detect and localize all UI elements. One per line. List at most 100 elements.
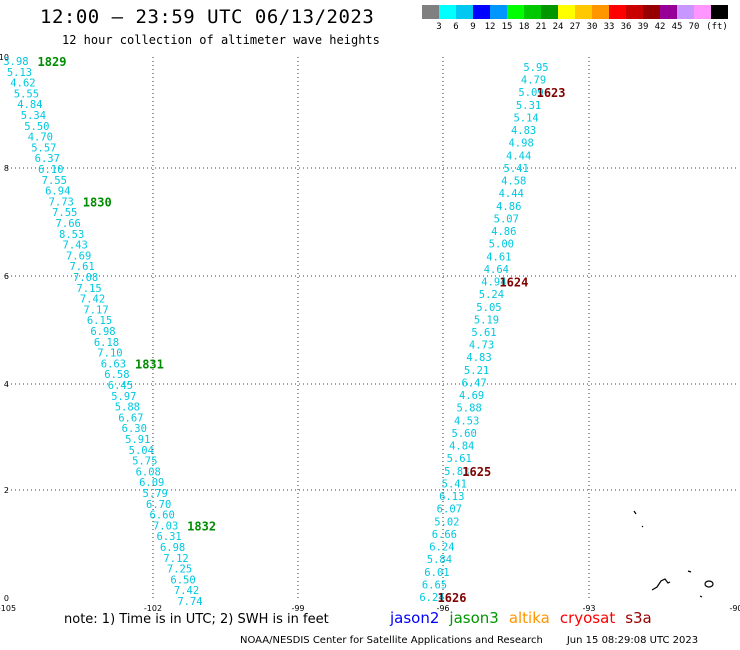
wave-height-value: 4.53 [454, 415, 479, 427]
legend-swatch [422, 5, 439, 19]
wave-height-value: 6.60 [150, 510, 175, 522]
wave-height-value: 7.66 [56, 218, 81, 230]
wave-height-value: 4.70 [28, 132, 53, 144]
legend-label: 36 [620, 22, 632, 32]
wave-height-value: 4.84 [449, 441, 474, 453]
y-tick-label: 10 [0, 53, 9, 62]
wave-height-value: 5.50 [24, 121, 49, 133]
wave-height-value: 5.84 [427, 554, 452, 566]
wave-height-value: 4.62 [10, 78, 35, 90]
wave-height-value: 7.55 [42, 175, 67, 187]
x-tick-label: -96 [436, 604, 449, 613]
wave-height-value: 6.50 [170, 574, 195, 586]
wave-height-value: 5.05 [476, 302, 501, 314]
wave-height-value: 5.95 [523, 62, 548, 74]
x-tick-label: -102 [144, 604, 162, 613]
satellite-name-altika: altika [508, 609, 550, 627]
legend-swatch [694, 5, 711, 19]
wave-height-value: 5.61 [447, 453, 472, 465]
wave-height-value: 6.70 [146, 499, 171, 511]
satellite-legend: jason2 jason3 altika cryosat s3a [390, 609, 662, 627]
legend-label: 12 [484, 22, 496, 32]
legend-label: 9 [470, 22, 476, 32]
wave-height-value: 5.79 [143, 488, 168, 500]
lat-lon-grid [7, 57, 736, 598]
wave-height-value: 6.98 [90, 326, 115, 338]
wave-height-value: 5.34 [21, 110, 46, 122]
x-tick-label: -93 [582, 604, 595, 613]
y-tick-label: 4 [4, 380, 9, 389]
credit-line: NOAA/NESDIS Center for Satellite Applica… [240, 635, 698, 646]
legend-label: 70 [688, 22, 700, 32]
wave-height-value: 5.75 [132, 456, 157, 468]
island-shape [633, 510, 637, 515]
legend-label: 21 [535, 22, 547, 32]
wave-height-value: 4.44 [506, 150, 531, 162]
timestamp: Jun 15 08:29:08 UTC 2023 [566, 635, 699, 646]
wave-height-value: 5.91 [125, 434, 150, 446]
pass-time-label: 1830 [83, 195, 112, 209]
wave-height-value: 6.45 [108, 380, 133, 392]
wave-height-value: 4.94 [481, 277, 506, 289]
wave-height-value: 7.42 [80, 294, 105, 306]
wave-height-value: 5.24 [479, 289, 504, 301]
wave-height-value: 7.12 [163, 553, 188, 565]
wave-height-value: 7.55 [52, 207, 77, 219]
x-tick-label: -99 [291, 604, 304, 613]
wave-height-value: 6.37 [35, 153, 60, 165]
axis-ticks: -105 -102 -99 -96 -93 -90 0 2 4 6 8 10 [0, 53, 740, 613]
legend-label: 39 [637, 22, 649, 32]
legend-label: 18 [518, 22, 530, 32]
altimeter-passes: 3.985.134.625.554.845.345.504.705.576.37… [3, 55, 565, 608]
legend-label: 27 [569, 22, 581, 32]
wave-height-value: 7.61 [69, 261, 94, 273]
pass-time-label: 1831 [135, 357, 164, 371]
satellite-name-cryosat: cryosat [559, 609, 616, 627]
wave-height-value: 6.66 [432, 529, 457, 541]
wave-height-value: 4.61 [486, 251, 511, 263]
wave-height-value: 6.24 [429, 542, 454, 554]
wave-height-value: 7.10 [97, 348, 122, 360]
wave-height-value: 6.15 [87, 315, 112, 327]
wave-height-value: 4.83 [466, 352, 491, 364]
island-shape [704, 580, 714, 588]
pass-time-label: 1623 [537, 86, 566, 100]
wave-height-value: 6.65 [422, 579, 447, 591]
legend-swatch [439, 5, 456, 19]
wave-height-value: 5.97 [111, 391, 136, 403]
legend-swatch [711, 5, 728, 19]
pass-time-label: 1626 [438, 591, 467, 605]
island-shape [651, 578, 671, 591]
legend-swatch [660, 5, 677, 19]
legend-swatch [609, 5, 626, 19]
wave-height-value: 5.55 [14, 88, 39, 100]
pass-time-label: 1832 [187, 519, 216, 533]
wave-height-value: 5.31 [516, 100, 541, 112]
legend-label: 15 [501, 22, 513, 32]
wave-height-value: 7.69 [66, 250, 91, 262]
wave-height-value: 5.61 [471, 327, 496, 339]
wave-height-value: 7.08 [73, 272, 98, 284]
wave-height-value: 4.86 [496, 201, 521, 213]
wave-height-value: 5.19 [474, 314, 499, 326]
wave-height-value: 5.41 [442, 478, 467, 490]
legend-swatch [507, 5, 524, 19]
wave-height-value: 5.60 [452, 428, 477, 440]
map-subtitle: 12 hour collection of altimeter wave hei… [62, 33, 380, 47]
legend-swatch [626, 5, 643, 19]
wave-height-value: 4.84 [17, 99, 42, 111]
satellite-name-s3a: s3a [625, 609, 652, 627]
coastline-islands [633, 510, 714, 598]
wave-height-value: 4.79 [521, 75, 546, 87]
wave-height-value: 5.09 [518, 87, 543, 99]
wave-height-value: 4.64 [484, 264, 509, 276]
wave-height-value: 7.73 [49, 196, 74, 208]
wave-height-value: 7.03 [153, 520, 178, 532]
legend-swatch [677, 5, 694, 19]
wave-height-value: 7.15 [76, 283, 101, 295]
pass-time-label: 1625 [462, 465, 491, 479]
map-title: 12:00 – 23:59 UTC 06/13/2023 [40, 6, 375, 28]
wave-height-value: 5.07 [494, 213, 519, 225]
wave-height-value: 6.30 [122, 423, 147, 435]
